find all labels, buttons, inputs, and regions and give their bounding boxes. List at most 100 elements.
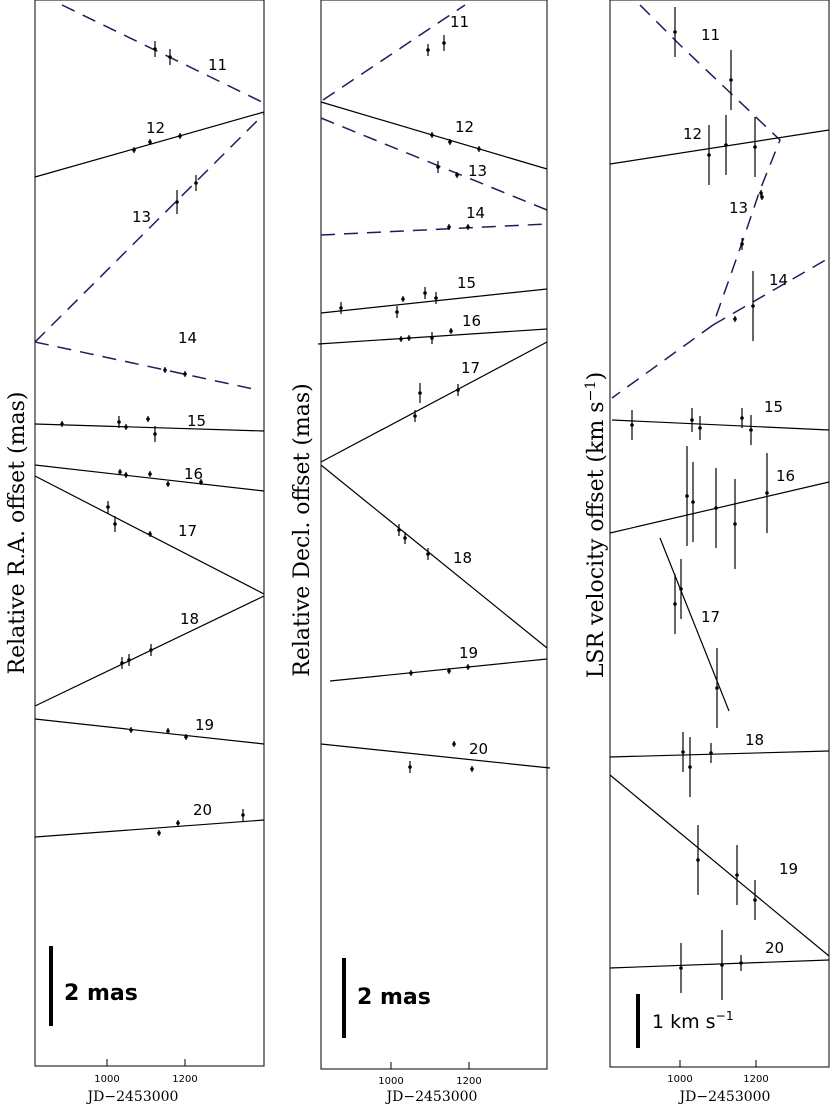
feature-label-18: 18 — [180, 610, 199, 628]
data-point — [630, 410, 634, 440]
data-point — [426, 44, 430, 56]
data-point — [149, 644, 153, 656]
feature-label-15: 15 — [187, 412, 206, 430]
data-point — [760, 194, 764, 200]
panel-dec-ylabel: Relative Decl. offset (mas) — [290, 383, 315, 677]
data-point — [709, 743, 713, 763]
feature-label-11: 11 — [701, 26, 720, 44]
feature-label-15: 15 — [764, 398, 783, 416]
data-point — [696, 825, 700, 895]
feature-label-20: 20 — [765, 939, 784, 957]
data-point — [466, 224, 470, 230]
data-point — [455, 172, 459, 178]
fit-line-16 — [609, 481, 830, 534]
data-point — [157, 830, 161, 836]
feature-label-19: 19 — [195, 716, 214, 734]
panel-ra-frame — [34, 0, 265, 1067]
data-point — [751, 271, 755, 341]
data-point — [749, 415, 753, 445]
data-point — [729, 50, 733, 110]
panel-dec: Relative Decl. offset (mas) JD−2453000 1… — [290, 0, 551, 1105]
fit-line-20 — [320, 743, 551, 769]
fit-line-15 — [320, 288, 548, 314]
data-point — [166, 728, 170, 734]
feature-label-11: 11 — [450, 13, 469, 31]
data-point — [673, 574, 677, 634]
data-point — [430, 132, 434, 138]
data-point — [688, 737, 692, 797]
panel-ra-xlabel: JD−2453000 — [86, 1089, 179, 1105]
panel-vel-xlabel: JD−2453000 — [678, 1089, 771, 1105]
panel-ra-scale-bar — [49, 946, 53, 1026]
data-point — [408, 761, 412, 773]
panel-ra-ylabel: Relative R.A. offset (mas) — [5, 392, 30, 675]
feature-label-11: 11 — [208, 56, 227, 74]
panel-vel: LSR velocity offset (km s−1) JD−2453000 … — [583, 0, 830, 1105]
panel-vel-ylabel: LSR velocity offset (km s−1) — [583, 372, 609, 678]
data-point — [442, 35, 446, 51]
data-point — [183, 371, 187, 377]
data-point — [733, 316, 737, 322]
data-point — [418, 383, 422, 403]
feature-label-13: 13 — [132, 208, 151, 226]
panel-dec-xlabel: JD−2453000 — [385, 1089, 478, 1105]
data-point — [395, 306, 399, 318]
data-point — [401, 296, 405, 302]
data-point — [397, 524, 401, 536]
data-point — [740, 408, 744, 428]
feature-label-14: 14 — [769, 271, 788, 289]
data-point — [339, 302, 343, 314]
panel-ra-ticklabel-1: 1000 — [94, 1074, 119, 1085]
data-point — [456, 384, 460, 396]
feature-label-13: 13 — [468, 162, 487, 180]
data-point — [118, 469, 122, 475]
data-point — [175, 190, 179, 214]
data-point — [124, 472, 128, 478]
data-point — [673, 7, 677, 57]
fit-line-20 — [609, 959, 830, 969]
data-point — [199, 479, 203, 485]
data-point — [447, 668, 451, 674]
data-point — [698, 416, 702, 440]
fit-line-19 — [34, 718, 265, 745]
panel-dec-frame — [320, 0, 548, 1070]
data-point — [117, 416, 121, 428]
data-point — [423, 287, 427, 299]
panel-vel-scale-label: 1 km s−1 — [652, 1009, 734, 1033]
panel-dec-ticklabel-2: 1200 — [456, 1076, 481, 1087]
data-point — [707, 125, 711, 185]
fit-line-12 — [320, 101, 548, 170]
data-point — [399, 336, 403, 342]
panel-vel-scale-bar — [636, 994, 640, 1048]
data-point — [679, 559, 683, 619]
data-point — [735, 845, 739, 905]
data-point — [132, 147, 136, 153]
data-point — [733, 479, 737, 569]
data-point — [148, 531, 152, 537]
data-point — [466, 664, 470, 670]
data-point — [241, 809, 245, 821]
data-point — [691, 462, 695, 542]
panel-vel-feature-labels: 11 12 13 14 15 16 17 18 19 20 — [683, 26, 798, 957]
data-point — [740, 238, 744, 250]
data-point — [449, 328, 453, 334]
panel-vel-ticklabel-2: 1200 — [743, 1074, 768, 1085]
fit-line-18 — [609, 750, 830, 758]
feature-label-12: 12 — [146, 119, 165, 137]
data-point — [434, 292, 438, 304]
fit-line-14 — [712, 257, 830, 326]
data-point — [715, 648, 719, 728]
panel-ra-feature-labels: 11 12 13 14 15 16 17 18 19 20 — [132, 56, 227, 819]
data-point — [153, 41, 157, 57]
feature-label-19: 19 — [779, 860, 798, 878]
data-point — [724, 115, 728, 175]
data-point — [113, 516, 117, 532]
feature-label-20: 20 — [469, 740, 488, 758]
feature-label-16: 16 — [462, 312, 481, 330]
panel-ra-points — [60, 41, 245, 836]
fit-line-18 — [34, 595, 265, 707]
data-point — [403, 532, 407, 544]
data-point — [448, 139, 452, 145]
data-point — [430, 332, 434, 344]
